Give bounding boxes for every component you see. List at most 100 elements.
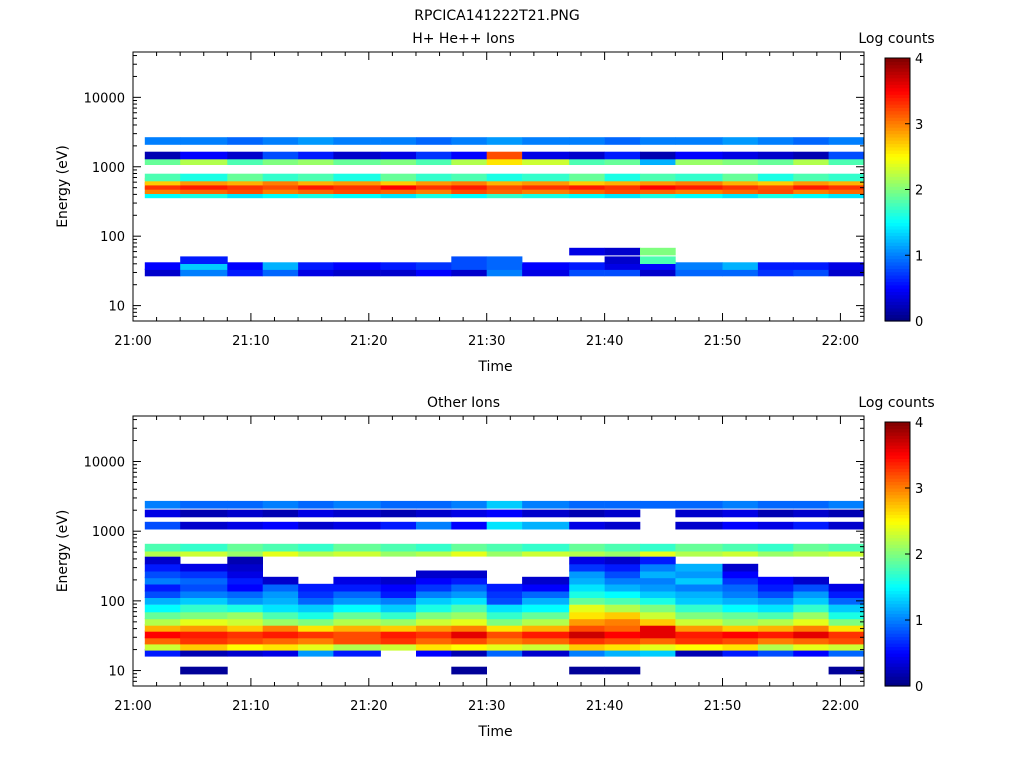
- figure-title: RPCICA141222T21.PNG: [414, 8, 579, 24]
- heatmap-cell: [675, 151, 723, 160]
- colorbar-step: [885, 428, 910, 433]
- heatmap-cell: [333, 604, 381, 613]
- heatmap-cell: [298, 618, 334, 626]
- heatmap-cell: [333, 636, 381, 645]
- heatmap-cell: [333, 151, 381, 160]
- heatmap-cell: [380, 500, 417, 509]
- heatmap-cell: [227, 570, 263, 579]
- heatmap-cell: [675, 597, 723, 605]
- heatmap-cell: [569, 500, 605, 509]
- colorbar: 0 1 2 3 4 Log counts: [858, 31, 934, 330]
- heatmap-cell: [227, 157, 263, 165]
- heatmap-cell: [522, 177, 570, 186]
- heatmap-cell: [793, 548, 829, 557]
- heatmap-cell: [793, 190, 829, 199]
- heatmap-cell: [604, 618, 641, 626]
- colorbar-step: [885, 294, 910, 299]
- heatmap-cell: [722, 642, 759, 651]
- heatmap-cell: [380, 173, 417, 182]
- heatmap-cell: [180, 666, 228, 675]
- colorbar-step: [885, 67, 910, 72]
- heatmap-cell: [640, 157, 676, 165]
- heatmap-cell: [828, 509, 865, 518]
- heatmap-cell: [227, 604, 263, 613]
- heatmap-cell: [144, 618, 181, 626]
- colorbar-step: [885, 514, 910, 519]
- heatmap-cell: [180, 177, 228, 186]
- heatmap-cell: [380, 521, 417, 530]
- colorbar-step: [885, 435, 910, 440]
- heatmap-cell: [640, 256, 676, 264]
- heatmap-cell: [144, 157, 181, 165]
- heatmap-cell: [180, 256, 228, 264]
- heatmap-cell: [180, 151, 228, 160]
- heatmap-cell: [722, 597, 759, 605]
- heatmap-cell: [144, 597, 181, 605]
- heatmap-cell: [569, 590, 605, 598]
- heatmap-cell: [298, 624, 334, 632]
- colorbar-step: [885, 199, 910, 204]
- colorbar-step: [885, 232, 910, 237]
- colorbar-step: [885, 314, 910, 319]
- colorbar-step: [885, 626, 910, 631]
- y-tick-label: 10000: [84, 91, 125, 106]
- heatmap-cell: [604, 151, 641, 160]
- heatmap-cell: [333, 543, 381, 552]
- heatmap-cell: [640, 583, 676, 592]
- colorbar-step: [885, 166, 910, 171]
- heatmap-cell: [793, 137, 829, 145]
- colorbar-step: [885, 557, 910, 562]
- heatmap-cell: [416, 576, 452, 585]
- heatmap-cell: [298, 182, 334, 190]
- heatmap-cell: [722, 618, 759, 626]
- colorbar-label: Log counts: [858, 31, 934, 47]
- heatmap-cell: [144, 648, 181, 657]
- heatmap-cell: [416, 268, 452, 277]
- heatmap-cell: [180, 262, 228, 270]
- heatmap-cell: [522, 604, 570, 613]
- colorbar-step: [885, 258, 910, 263]
- colorbar-step: [885, 173, 910, 177]
- heatmap-cell: [180, 618, 228, 626]
- heatmap-cell: [604, 157, 641, 165]
- heatmap-cell: [144, 548, 181, 557]
- plot-frame: [132, 415, 865, 687]
- heatmap-cell: [262, 648, 299, 657]
- colorbar-step: [885, 192, 910, 197]
- colorbar-tick-label: 0: [915, 680, 923, 695]
- heatmap-cell: [227, 182, 263, 190]
- heatmap-cell: [380, 157, 417, 165]
- heatmap-cell: [486, 611, 523, 620]
- colorbar-step: [885, 544, 910, 548]
- heatmap-cell: [604, 509, 641, 518]
- heatmap-cell: [486, 630, 523, 639]
- heatmap-cell: [522, 642, 570, 651]
- colorbar-step: [885, 245, 910, 250]
- heatmap-cell: [757, 630, 794, 639]
- heatmap-cell: [180, 563, 228, 572]
- heatmap-cell: [522, 548, 570, 557]
- colorbar-step: [885, 127, 910, 131]
- colorbar-step: [885, 297, 910, 302]
- colorbar-step: [885, 484, 910, 489]
- heatmap-cell: [144, 186, 181, 194]
- heatmap-cell: [757, 604, 794, 613]
- colorbar-step: [885, 563, 910, 568]
- heatmap-cell: [227, 618, 263, 626]
- heatmap-cell: [757, 618, 794, 626]
- heatmap-cell: [640, 570, 676, 579]
- colorbar-step: [885, 577, 910, 581]
- heatmap-cell: [722, 190, 759, 199]
- heatmap-cell: [416, 590, 452, 598]
- colorbar-step: [885, 133, 910, 138]
- heatmap-cell: [380, 597, 417, 605]
- heatmap-cell: [298, 262, 334, 270]
- heatmap-cell: [793, 157, 829, 165]
- heatmap-cell: [522, 182, 570, 190]
- heatmap-cell: [722, 137, 759, 145]
- heatmap-cell: [227, 186, 263, 194]
- colorbar-step: [885, 537, 910, 542]
- heatmap-cell: [722, 548, 759, 557]
- heatmap-cell: [262, 597, 299, 605]
